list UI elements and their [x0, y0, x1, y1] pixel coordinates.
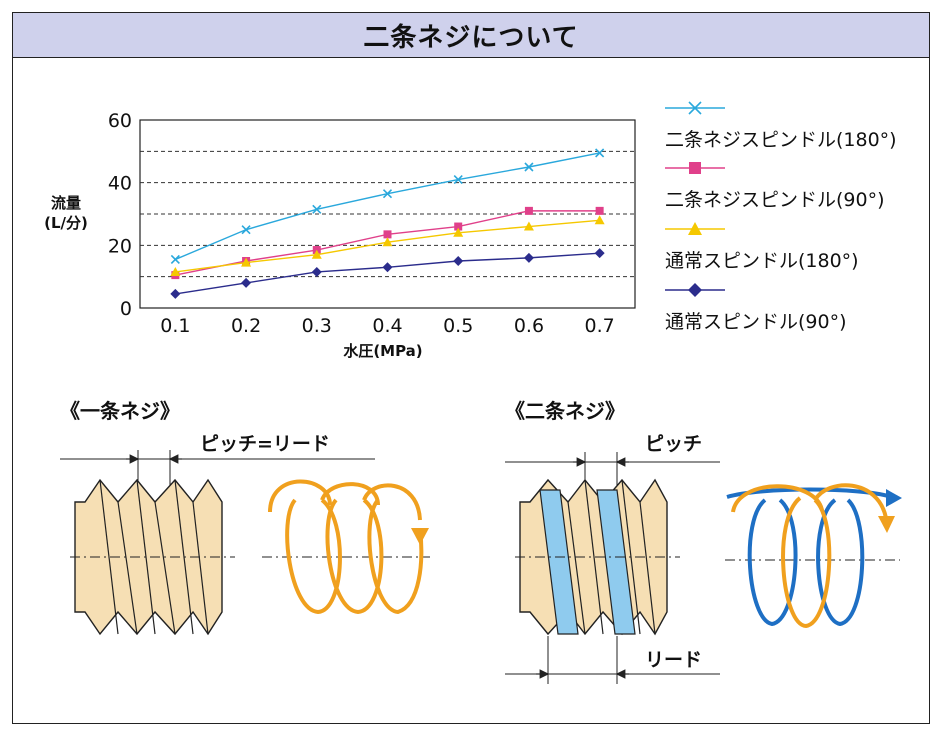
- point-marker-diamond: [170, 288, 181, 299]
- double-thread-diagram: 《二条ネジ》 ピッチ リード: [505, 399, 902, 684]
- double-thread-heading: 《二条ネジ》: [505, 399, 625, 423]
- x-tick-label: 0.4: [372, 315, 402, 337]
- double-thread-spiral-orange-icon: [731, 483, 888, 629]
- y-tick-label: 40: [108, 173, 132, 195]
- single-thread-spiral-icon: [268, 479, 424, 615]
- single-spiral-arrowhead: [411, 528, 429, 545]
- point-marker-diamond: [688, 283, 702, 297]
- point-marker-triangle: [453, 227, 464, 237]
- point-marker-triangle: [241, 257, 252, 267]
- series-line-3: [170, 215, 605, 276]
- point-marker-triangle: [170, 266, 181, 276]
- double-thread-lead-label: リード: [645, 649, 702, 671]
- x-tick-label: 0.7: [585, 315, 615, 337]
- point-marker-square: [454, 222, 463, 231]
- single-thread-diagram: 《一条ネジ》 ピッチ=リード: [60, 399, 430, 636]
- x-axis-label: 水圧(MPa): [343, 342, 422, 360]
- double-thread-pitch-label: ピッチ: [645, 433, 702, 455]
- point-marker-diamond: [523, 252, 534, 263]
- point-marker-x: [312, 204, 322, 214]
- x-tick-label: 0.5: [443, 315, 473, 337]
- x-tick-label: 0.3: [302, 315, 332, 337]
- single-thread-screw-body: [74, 478, 223, 636]
- x-tick-label: 0.1: [160, 315, 190, 337]
- point-marker-square: [689, 162, 701, 174]
- y-tick-label: 60: [108, 110, 132, 132]
- legend-label: 二条ネジスピンドル(90°): [665, 189, 885, 211]
- x-axis-ticks: 0.1 0.2 0.3 0.4 0.5 0.6 0.7: [160, 315, 615, 337]
- point-marker-diamond: [311, 266, 322, 277]
- page-title: 二条ネジについて: [13, 13, 929, 58]
- x-tick-label: 0.6: [514, 315, 544, 337]
- double-spiral-orange-arrowhead: [878, 516, 895, 533]
- legend-label: 通常スピンドル(90°): [665, 311, 847, 333]
- single-thread-heading: 《一条ネジ》: [60, 399, 180, 423]
- y-axis-label-line2: (L/分): [44, 214, 88, 232]
- chart-legend: 二条ネジスピンドル(180°) 二条ネジスピンドル(90°) 通常スピンドル(180…: [665, 101, 897, 333]
- point-marker-x: [524, 162, 534, 172]
- legend-item-1: 二条ネジスピンドル(180°): [665, 101, 897, 151]
- point-marker-diamond: [382, 262, 393, 273]
- series-line-4: [170, 248, 605, 299]
- point-marker-x: [453, 174, 463, 185]
- point-marker-x: [170, 254, 180, 264]
- y-axis-ticks: 0 20 40 60: [108, 110, 132, 320]
- series-group: [170, 148, 605, 299]
- legend-item-2: 二条ネジスピンドル(90°): [665, 162, 885, 211]
- point-marker-diamond: [241, 277, 252, 288]
- point-marker-triangle: [594, 215, 605, 225]
- flow-rate-chart: 0 20 40 60 0.1 0.2 0.3 0.4 0.5 0.6 0.7 流量 (L/分) 水…: [44, 110, 636, 360]
- legend-label: 通常スピンドル(180°): [665, 250, 859, 272]
- double-spiral-blue-arrowhead: [886, 489, 902, 507]
- point-marker-x: [688, 101, 702, 115]
- x-tick-label: 0.2: [231, 315, 261, 337]
- legend-item-4: 通常スピンドル(90°): [665, 283, 847, 333]
- point-marker-triangle: [311, 249, 322, 259]
- legend-label: 二条ネジスピンドル(180°): [665, 129, 897, 151]
- single-thread-pitch-label: ピッチ=リード: [200, 433, 330, 455]
- y-tick-label: 20: [108, 235, 132, 257]
- point-marker-triangle: [523, 221, 534, 231]
- point-marker-triangle: [382, 237, 393, 247]
- point-marker-x: [595, 148, 605, 158]
- double-thread-spiral-blue-icon: [726, 487, 893, 627]
- y-axis-label-line1: 流量: [51, 194, 81, 212]
- series-line-1: [170, 148, 605, 264]
- point-marker-diamond: [594, 248, 605, 259]
- y-tick-label: 0: [120, 298, 132, 320]
- point-marker-x: [241, 225, 251, 235]
- point-marker-diamond: [453, 256, 464, 266]
- point-marker-triangle: [688, 222, 702, 235]
- point-marker-square: [383, 230, 392, 239]
- legend-item-3: 通常スピンドル(180°): [665, 222, 859, 272]
- double-thread-blue-bands: [539, 489, 636, 635]
- point-marker-square: [524, 206, 533, 215]
- point-marker-square: [595, 206, 604, 215]
- point-marker-x: [382, 189, 393, 199]
